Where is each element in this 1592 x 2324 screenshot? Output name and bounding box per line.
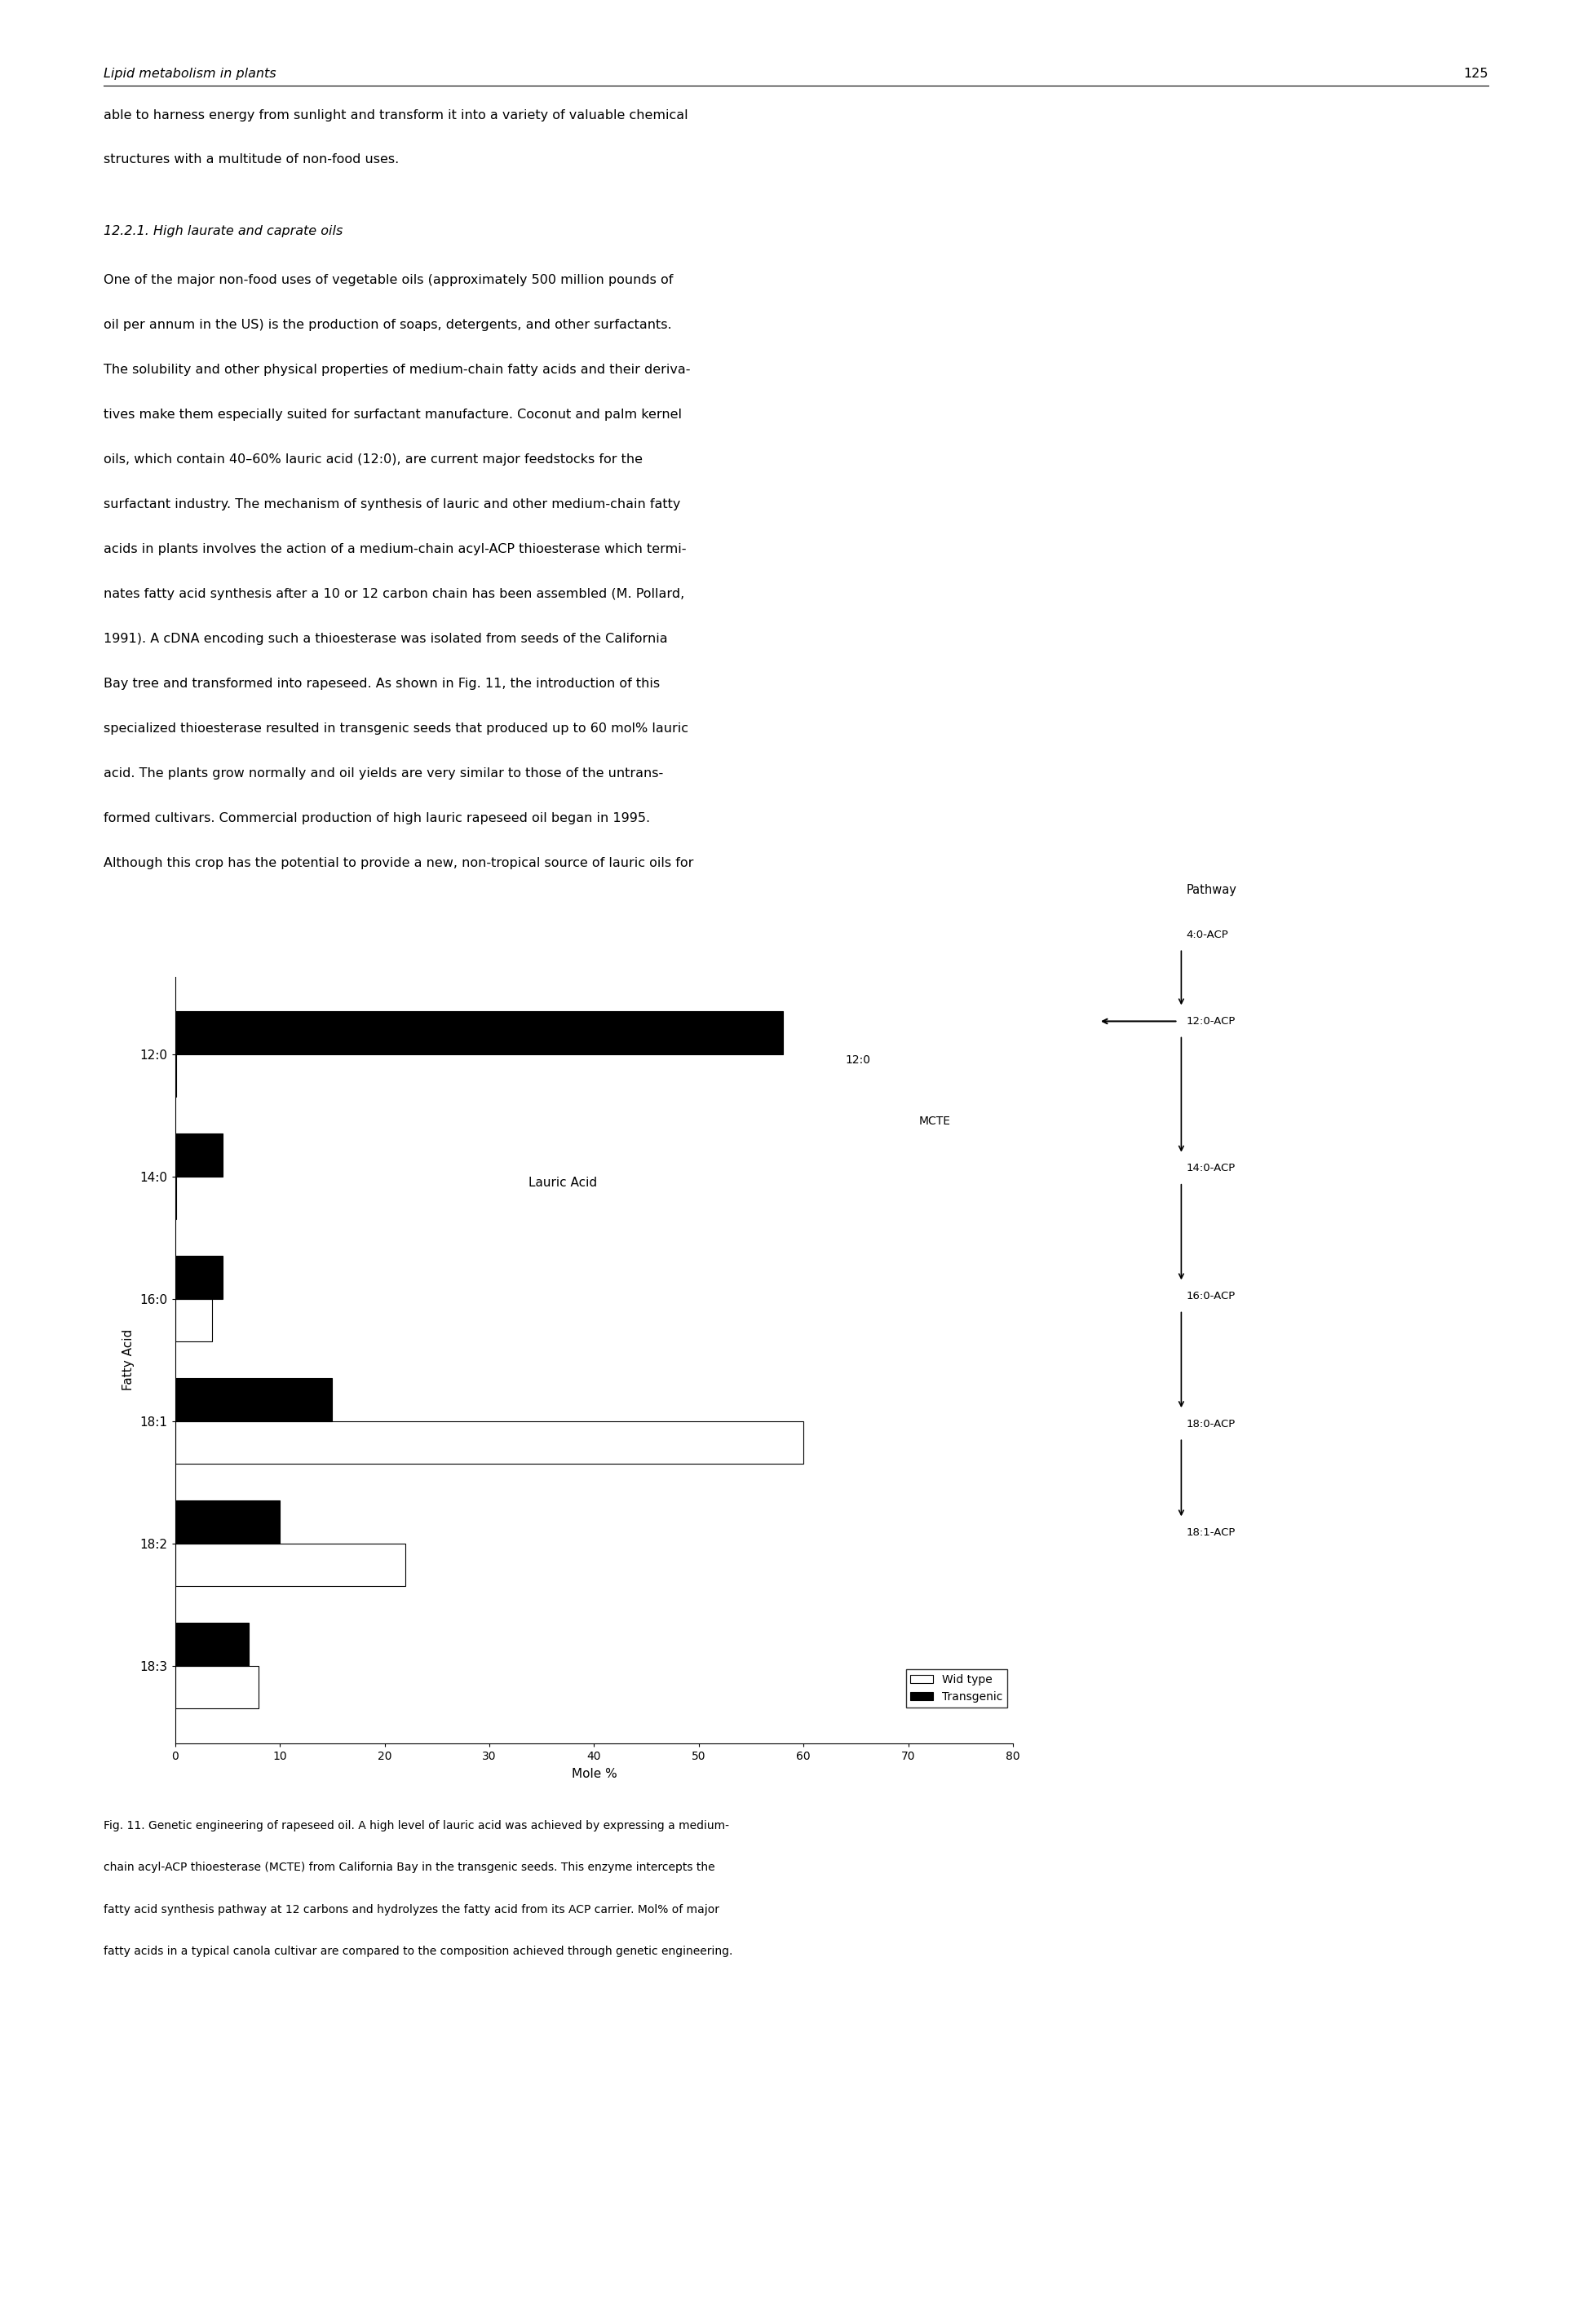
Text: tives make them especially suited for surfactant manufacture. Coconut and palm k: tives make them especially suited for su… — [103, 409, 681, 421]
Text: 16:0-ACP: 16:0-ACP — [1186, 1290, 1235, 1301]
Text: fatty acids in a typical canola cultivar are compared to the composition achieve: fatty acids in a typical canola cultivar… — [103, 1945, 732, 1957]
Text: surfactant industry. The mechanism of synthesis of lauric and other medium-chain: surfactant industry. The mechanism of sy… — [103, 500, 680, 511]
Text: MCTE: MCTE — [919, 1116, 950, 1127]
Text: able to harness energy from sunlight and transform it into a variety of valuable: able to harness energy from sunlight and… — [103, 109, 688, 121]
Bar — [175, 1134, 223, 1176]
Bar — [175, 1011, 783, 1055]
Text: oil per annum in the US) is the production of soaps, detergents, and other surfa: oil per annum in the US) is the producti… — [103, 318, 672, 332]
Text: Although this crop has the potential to provide a new, non-tropical source of la: Although this crop has the potential to … — [103, 858, 694, 869]
Text: The solubility and other physical properties of medium-chain fatty acids and the: The solubility and other physical proper… — [103, 365, 691, 376]
Text: oils, which contain 40–60% lauric acid (12:0), are current major feedstocks for : oils, which contain 40–60% lauric acid (… — [103, 453, 643, 465]
Bar — [175, 1255, 223, 1299]
Text: 12.2.1. High laurate and caprate oils: 12.2.1. High laurate and caprate oils — [103, 225, 342, 237]
Text: structures with a multitude of non-food uses.: structures with a multitude of non-food … — [103, 153, 400, 165]
Bar — [175, 1422, 804, 1464]
Text: 125: 125 — [1463, 67, 1489, 79]
Text: specialized thioesterase resulted in transgenic seeds that produced up to 60 mol: specialized thioesterase resulted in tra… — [103, 723, 688, 734]
Text: Lipid metabolism in plants: Lipid metabolism in plants — [103, 67, 275, 79]
Text: Bay tree and transformed into rapeseed. As shown in Fig. 11, the introduction of: Bay tree and transformed into rapeseed. … — [103, 679, 659, 690]
Text: formed cultivars. Commercial production of high lauric rapeseed oil began in 199: formed cultivars. Commercial production … — [103, 813, 650, 825]
Bar — [175, 1543, 406, 1587]
Bar — [175, 1501, 280, 1543]
Text: 18:1-ACP: 18:1-ACP — [1186, 1527, 1235, 1538]
Text: fatty acid synthesis pathway at 12 carbons and hydrolyzes the fatty acid from it: fatty acid synthesis pathway at 12 carbo… — [103, 1903, 720, 1915]
Text: 18:0-ACP: 18:0-ACP — [1186, 1418, 1235, 1429]
Bar — [175, 1622, 248, 1666]
Text: 4:0-ACP: 4:0-ACP — [1186, 930, 1229, 939]
Text: Fig. 11. Genetic engineering of rapeseed oil. A high level of lauric acid was ac: Fig. 11. Genetic engineering of rapeseed… — [103, 1820, 729, 1831]
Legend: Wid type, Transgenic: Wid type, Transgenic — [906, 1669, 1008, 1708]
Text: 12:0-ACP: 12:0-ACP — [1186, 1016, 1235, 1027]
X-axis label: Mole %: Mole % — [572, 1769, 616, 1780]
Text: 12:0: 12:0 — [845, 1055, 871, 1067]
Bar — [175, 1666, 259, 1708]
Bar — [175, 1378, 333, 1422]
Text: One of the major non-food uses of vegetable oils (approximately 500 million poun: One of the major non-food uses of vegeta… — [103, 274, 673, 286]
Bar — [175, 1299, 212, 1341]
Text: 14:0-ACP: 14:0-ACP — [1186, 1162, 1235, 1174]
Text: acids in plants involves the action of a medium-chain acyl-ACP thioesterase whic: acids in plants involves the action of a… — [103, 544, 686, 555]
Y-axis label: Fatty Acid: Fatty Acid — [123, 1329, 134, 1390]
Text: 1991). A cDNA encoding such a thioesterase was isolated from seeds of the Califo: 1991). A cDNA encoding such a thioestera… — [103, 632, 667, 646]
Text: Lauric Acid: Lauric Acid — [529, 1176, 597, 1190]
Text: chain acyl-ACP thioesterase (MCTE) from California Bay in the transgenic seeds. : chain acyl-ACP thioesterase (MCTE) from … — [103, 1862, 715, 1873]
Text: Pathway: Pathway — [1186, 883, 1237, 895]
Text: acid. The plants grow normally and oil yields are very similar to those of the u: acid. The plants grow normally and oil y… — [103, 767, 664, 781]
Text: nates fatty acid synthesis after a 10 or 12 carbon chain has been assembled (M. : nates fatty acid synthesis after a 10 or… — [103, 588, 685, 600]
